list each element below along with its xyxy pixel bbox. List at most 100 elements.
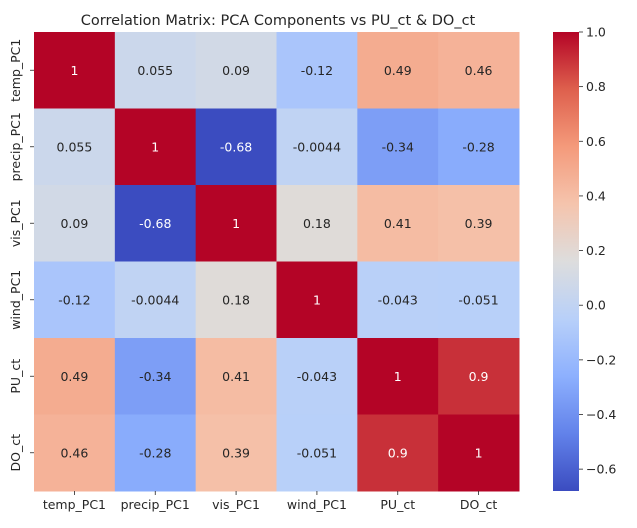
heatmap-cell <box>195 108 277 186</box>
heatmap-cell <box>114 261 197 339</box>
heatmap-cell <box>357 185 439 262</box>
cell-label: 1 <box>313 292 321 307</box>
x-tick-label: precip_PC1 <box>121 497 190 512</box>
heatmap-cell <box>276 414 358 492</box>
colorbar-tick-label: −0.2 <box>586 352 616 367</box>
cell-label: -0.68 <box>220 139 252 154</box>
cell-label: -0.12 <box>58 292 90 307</box>
heatmap-cell <box>276 108 358 186</box>
heatmap-cell <box>357 32 439 109</box>
heatmap-cell <box>114 32 197 109</box>
heatmap-cell <box>195 414 277 492</box>
cell-label: 0.055 <box>57 139 93 154</box>
colorbar-tick-label: 0.4 <box>586 188 606 203</box>
cell-label: -0.34 <box>139 369 171 384</box>
cell-label: -0.28 <box>462 139 494 154</box>
cell-label: 1 <box>394 369 402 384</box>
cell-label: 1 <box>151 139 159 154</box>
colorbar-tick-label: 1.0 <box>586 25 606 40</box>
y-tick-label: PU_ct <box>8 359 23 394</box>
colorbar-tick-label: −0.4 <box>586 407 616 422</box>
heatmap-cell <box>34 338 116 415</box>
cell-label: -0.051 <box>297 445 337 460</box>
cell-label: 0.41 <box>222 369 250 384</box>
heatmap-cell <box>34 261 116 339</box>
heatmap-cell <box>34 414 116 492</box>
cell-label: 0.46 <box>465 63 493 78</box>
x-tick-label: wind_PC1 <box>287 497 347 512</box>
y-tick-label: precip_PC1 <box>8 112 23 181</box>
cell-label: 0.18 <box>303 216 331 231</box>
cell-label: -0.051 <box>458 292 498 307</box>
colorbar-ticks: −0.6 −0.4 −0.2 0.0 0.2 0.4 0.6 0.8 1.0 <box>579 25 616 477</box>
chart-title: Correlation Matrix: PCA Components vs PU… <box>81 13 476 29</box>
heatmap-cell <box>357 338 439 415</box>
heatmap-cell <box>357 108 439 186</box>
heatmap-cell <box>34 185 116 262</box>
cell-label: 0.49 <box>60 369 88 384</box>
cell-label: -0.68 <box>139 216 171 231</box>
cell-label: 0.9 <box>388 445 408 460</box>
cell-label: 0.49 <box>384 63 412 78</box>
y-tick-label: vis_PC1 <box>8 199 23 247</box>
cell-label: -0.0044 <box>293 139 341 154</box>
heatmap-cell <box>34 32 116 109</box>
cell-label: 0.09 <box>60 216 88 231</box>
heatmap-cell <box>438 185 520 262</box>
colorbar-tick-label: −0.6 <box>586 462 616 477</box>
cell-label: -0.043 <box>297 369 337 384</box>
heatmap-cell <box>276 261 358 339</box>
y-tick-label: wind_PC1 <box>8 270 23 330</box>
cell-label: 0.09 <box>222 63 250 78</box>
heatmap-cell <box>114 108 197 186</box>
y-axis-ticks: temp_PC1 precip_PC1 vis_PC1 wind_PC1 PU_ct DO… <box>8 39 34 472</box>
heatmap-cell <box>34 108 116 186</box>
cell-annotations: 1 0.055 0.09 -0.12 0.49 0.46 0.055 1 -0.68 -0.004… <box>57 63 499 461</box>
x-tick-label: PU_ct <box>380 497 415 512</box>
colorbar-tick-label: 0.6 <box>586 134 606 149</box>
y-tick-label: DO_ct <box>8 434 23 472</box>
cell-label: -0.12 <box>301 63 333 78</box>
heatmap-cell <box>114 338 197 415</box>
cell-label: 1 <box>232 216 240 231</box>
heatmap-cell <box>276 185 358 262</box>
colorbar <box>553 32 579 491</box>
cell-label: -0.34 <box>382 139 414 154</box>
heatmap-cell <box>438 338 520 415</box>
cell-label: 0.18 <box>222 292 250 307</box>
cell-label: 0.39 <box>465 216 493 231</box>
y-tick-label: temp_PC1 <box>8 39 23 102</box>
heatmap-cell <box>195 32 277 109</box>
heatmap-cell <box>195 338 277 415</box>
cell-label: 0.39 <box>222 445 250 460</box>
cell-label: 0.46 <box>60 445 88 460</box>
colorbar-tick-label: 0.2 <box>586 243 606 258</box>
x-tick-label: DO_ct <box>460 497 498 512</box>
colorbar-tick-label: 0.8 <box>586 79 606 94</box>
heatmap-cell <box>357 414 439 492</box>
cell-label: 1 <box>475 445 483 460</box>
heatmap-cell <box>114 414 197 492</box>
heatmap-cell <box>195 185 277 262</box>
colorbar-tick-label: 0.0 <box>586 298 606 313</box>
cell-label: 1 <box>70 63 78 78</box>
cell-label: -0.043 <box>378 292 418 307</box>
x-axis-ticks: temp_PC1 precip_PC1 vis_PC1 wind_PC1 PU_ct DO… <box>43 491 498 512</box>
x-tick-label: vis_PC1 <box>212 497 260 512</box>
heatmap-cell <box>357 261 439 339</box>
heatmap-cell <box>438 32 520 109</box>
heatmap-cells <box>34 32 520 492</box>
x-tick-label: temp_PC1 <box>43 497 106 512</box>
cell-label: 0.055 <box>137 63 173 78</box>
heatmap-cell <box>438 108 520 186</box>
cell-label: -0.28 <box>139 445 171 460</box>
cell-label: 0.41 <box>384 216 412 231</box>
cell-label: -0.0044 <box>131 292 179 307</box>
heatmap-cell <box>114 185 197 262</box>
heatmap-cell <box>195 261 277 339</box>
heatmap-cell <box>276 32 358 109</box>
heatmap-cell <box>438 261 520 339</box>
cell-label: 0.9 <box>469 369 489 384</box>
heatmap-cell <box>276 338 358 415</box>
